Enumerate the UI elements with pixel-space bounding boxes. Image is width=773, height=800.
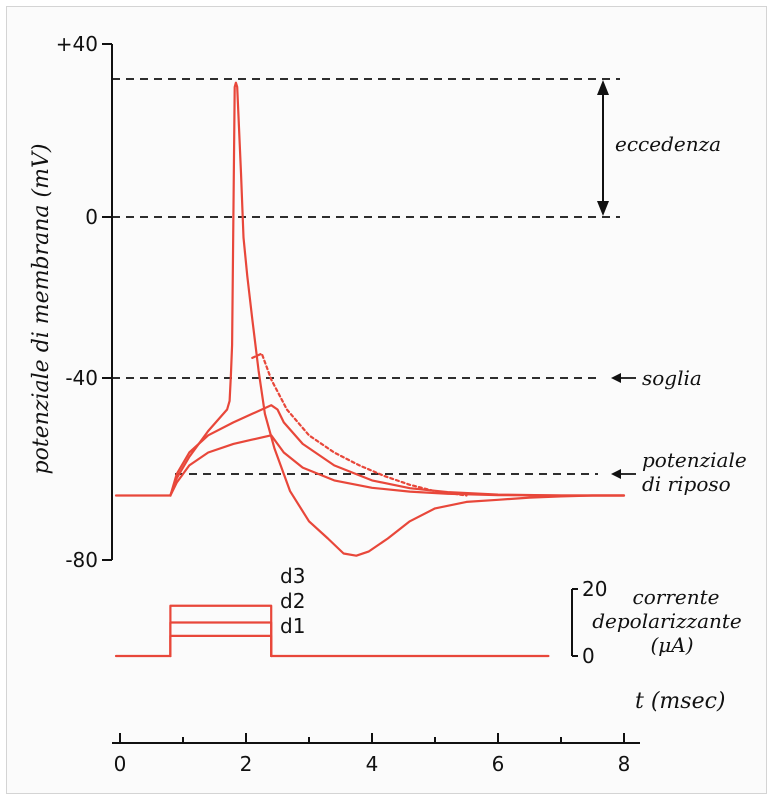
trace-d1-solid xyxy=(169,434,626,497)
x-ticks: 0 2 4 6 8 xyxy=(114,733,631,776)
stim-axis-label-line1: corrente xyxy=(633,585,720,609)
x-tick-label-4: 4 xyxy=(366,752,379,776)
y-tick-label-0: 0 xyxy=(85,205,98,229)
y-tick-label-minus40: -40 xyxy=(65,366,98,390)
x-tick-label-2: 2 xyxy=(240,752,253,776)
x-tick-label-6: 6 xyxy=(492,752,505,776)
x-tick-label-8: 8 xyxy=(618,752,631,776)
stim-pulse-d1 xyxy=(169,634,273,658)
overshoot-label: eccedenza xyxy=(615,132,721,156)
stimulus-panel xyxy=(114,604,550,658)
y-tick-label-plus40: +40 xyxy=(56,32,98,56)
resting-label-line2: di riposo xyxy=(642,472,731,496)
overshoot-arrow xyxy=(597,80,609,216)
x-axis-label: t (msec) xyxy=(635,689,726,714)
stim-label-d3: d3 xyxy=(280,564,305,588)
potential-traces xyxy=(114,81,626,557)
y-tick-label-minus80: -80 xyxy=(65,548,98,572)
trace-d3-dotted xyxy=(251,352,468,497)
figure-frame xyxy=(6,6,767,794)
stim-label-d2: d2 xyxy=(280,589,305,613)
y-axis-label: potenziale di membrana (mV) xyxy=(29,144,54,475)
trace-d2-solid xyxy=(169,404,626,497)
resting-label-line1: potenziale xyxy=(642,448,747,472)
stim-label-d1: d1 xyxy=(280,614,305,638)
stimulus-scale-bar xyxy=(571,588,578,657)
stim-scale-label-20: 20 xyxy=(582,577,607,601)
trace-d3-solid xyxy=(169,81,626,557)
x-tick-label-0: 0 xyxy=(114,752,127,776)
threshold-arrow xyxy=(611,373,636,383)
stim-scale-label-0: 0 xyxy=(582,644,595,668)
stim-pulse-d2 xyxy=(169,621,273,658)
threshold-label: soglia xyxy=(642,366,702,390)
stim-pulse-d3 xyxy=(169,604,273,658)
resting-arrow xyxy=(611,469,636,479)
stim-axis-label-line2: depolarizzante xyxy=(592,609,742,633)
stim-axis-label-line3: (μA) xyxy=(650,633,693,657)
